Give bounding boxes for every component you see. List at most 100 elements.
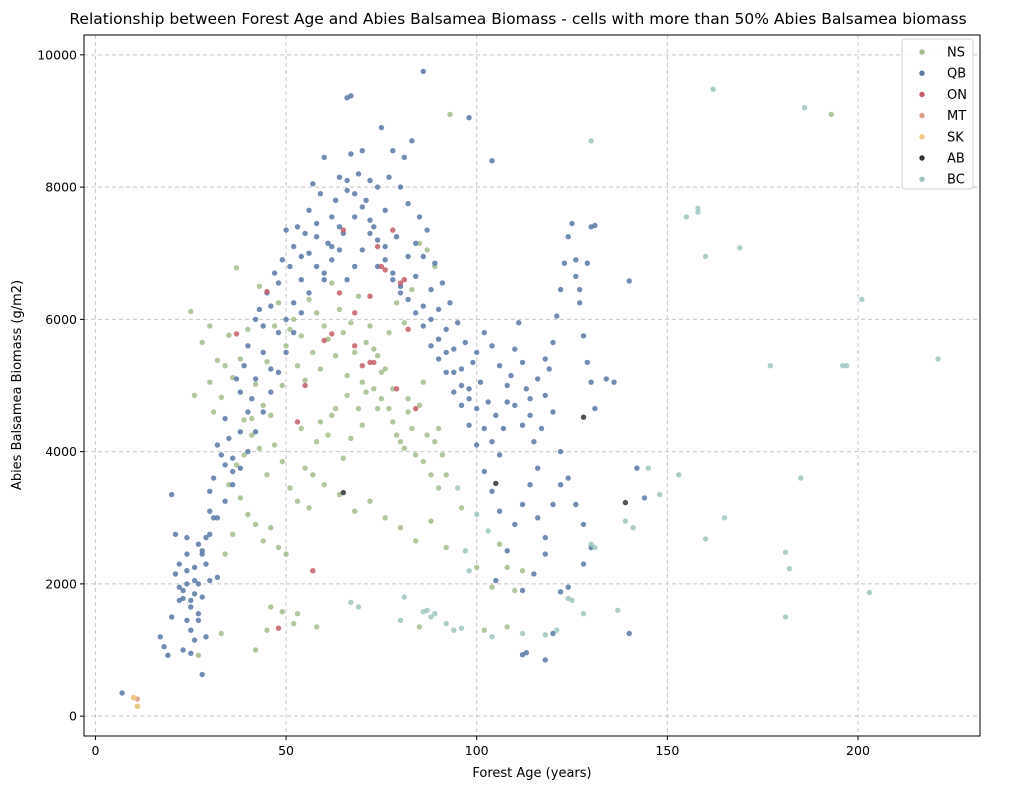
data-point	[657, 491, 663, 498]
data-point	[474, 405, 480, 412]
data-point	[222, 363, 228, 369]
data-point	[493, 577, 499, 584]
data-point	[359, 204, 365, 210]
data-point	[458, 625, 465, 631]
y-axis-ticks: 0 2000 4000 6000 8000 10000	[37, 47, 84, 724]
data-point	[199, 671, 205, 678]
data-point	[382, 207, 388, 213]
data-point	[382, 243, 388, 250]
data-point	[359, 363, 365, 369]
data-point	[359, 148, 365, 154]
data-point	[569, 597, 575, 604]
data-point	[401, 277, 407, 283]
data-point	[866, 589, 873, 596]
data-point	[329, 280, 335, 286]
data-point	[496, 452, 503, 458]
x-tick-label: 150	[655, 743, 679, 758]
legend-marker	[919, 70, 925, 76]
data-point	[374, 184, 381, 190]
data-point	[424, 227, 430, 233]
x-tick-label: 100	[465, 743, 489, 758]
data-point	[359, 247, 365, 253]
data-point	[352, 343, 358, 349]
data-point	[565, 584, 571, 590]
data-point	[432, 439, 438, 445]
data-point	[580, 521, 587, 528]
data-point	[252, 316, 259, 323]
data-point	[828, 111, 834, 118]
data-point	[252, 647, 259, 653]
data-point	[443, 349, 449, 356]
data-point	[180, 647, 186, 653]
legend-box	[901, 38, 974, 190]
data-point	[695, 205, 701, 211]
data-point	[256, 283, 263, 289]
data-point	[531, 439, 537, 445]
data-point	[264, 288, 270, 295]
data-point	[367, 217, 373, 223]
data-point	[344, 277, 350, 283]
data-point	[542, 392, 548, 399]
data-point	[401, 154, 407, 160]
data-point	[329, 214, 335, 220]
data-point	[512, 346, 518, 352]
data-point	[378, 396, 385, 402]
data-point	[550, 501, 556, 508]
data-point	[859, 296, 865, 303]
series-on	[233, 227, 419, 631]
data-point	[237, 495, 243, 501]
data-point	[390, 386, 396, 392]
data-point	[413, 452, 419, 458]
data-point	[279, 257, 285, 263]
data-point	[245, 448, 251, 455]
data-point	[405, 326, 411, 332]
data-point	[252, 376, 259, 382]
data-point	[542, 356, 548, 362]
data-point	[557, 286, 564, 293]
data-point	[451, 346, 457, 352]
data-point	[542, 657, 548, 663]
data-point	[443, 620, 449, 627]
data-point	[428, 286, 434, 293]
data-point	[519, 630, 526, 637]
data-point	[340, 329, 346, 336]
data-point	[355, 171, 362, 177]
data-point	[615, 607, 621, 613]
data-point	[352, 263, 358, 270]
data-point	[481, 468, 487, 475]
data-point	[527, 482, 533, 488]
data-point	[801, 105, 808, 111]
data-point	[195, 541, 202, 547]
data-point	[294, 611, 301, 617]
data-point	[313, 439, 320, 445]
data-point	[268, 389, 274, 395]
data-point	[470, 359, 476, 366]
data-point	[580, 561, 587, 567]
data-point	[207, 323, 213, 329]
data-point	[386, 405, 392, 412]
data-point	[390, 148, 396, 154]
data-point	[382, 515, 388, 521]
data-point	[573, 257, 579, 263]
data-point	[298, 425, 304, 432]
legend-label: BC	[947, 173, 965, 188]
data-point	[329, 331, 335, 337]
data-point	[443, 369, 449, 375]
data-point	[210, 515, 217, 521]
data-point	[222, 498, 228, 504]
data-point	[302, 382, 308, 389]
data-point	[565, 475, 571, 481]
data-point	[283, 343, 289, 349]
plot-frame	[83, 34, 981, 737]
data-point	[294, 224, 301, 230]
data-point	[287, 326, 293, 332]
data-point	[413, 273, 419, 280]
data-point	[241, 452, 247, 458]
data-point	[592, 222, 598, 229]
data-point	[279, 458, 285, 465]
data-point	[256, 445, 263, 451]
data-point	[336, 247, 343, 253]
data-point	[390, 227, 396, 233]
data-point	[233, 376, 240, 382]
data-point	[367, 323, 373, 329]
